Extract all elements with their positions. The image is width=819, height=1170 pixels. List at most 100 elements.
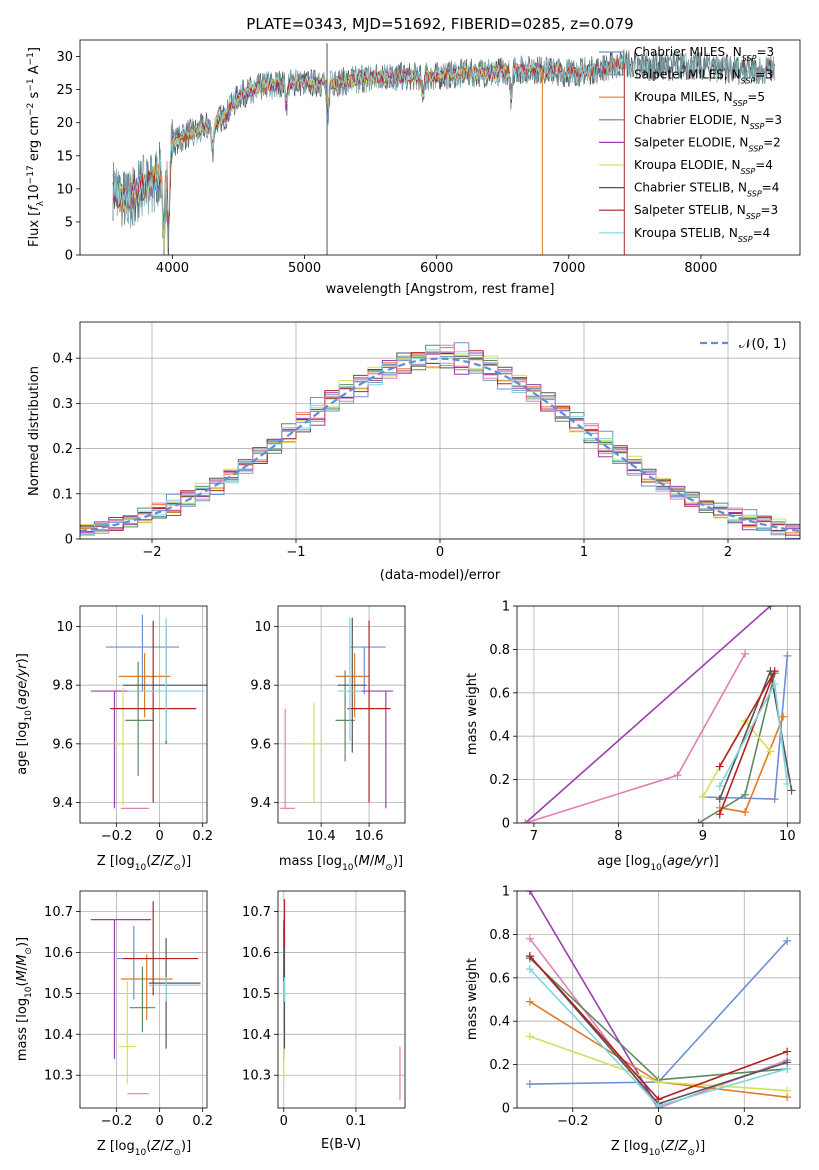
- weight-vs-Z-xtick-label: 0.2: [734, 1114, 755, 1129]
- spectrum-xtick-label: 7000: [552, 261, 585, 276]
- weight-vs-age-ytick-label: 0.4: [489, 730, 510, 745]
- mass-vs-Z-xlabel: Z [log10(Z/Z⊙)]: [97, 1139, 191, 1158]
- errorbar-point: [280, 708, 295, 809]
- weight-vs-Z-ytick-label: 1: [502, 885, 510, 900]
- weight-vs-age-xtick-label: 7: [530, 829, 538, 844]
- age-vs-mass-ytick-label: 9.8: [250, 679, 271, 694]
- mass-vs-Z-frame: [79, 890, 208, 1109]
- residuals-ytick-label: 0.3: [52, 397, 73, 412]
- mass-vs-ebv-ytick-label: 10.3: [242, 1069, 271, 1084]
- residuals-xtick-label: −1: [286, 545, 305, 560]
- spectrum-ytick-label: 20: [56, 116, 73, 131]
- spectrum-title: PLATE=0343, MJD=51692, FIBERID=0285, z=0…: [246, 15, 633, 33]
- legend-entry: Chabrier MILES, NSSP=3: [634, 45, 774, 63]
- weight-marker: [525, 1032, 534, 1041]
- weight-marker: [715, 782, 724, 791]
- weight-marker: [770, 667, 779, 676]
- legend-entry: Kroupa MILES, NSSP=5: [634, 90, 765, 108]
- errorbar-point: [120, 954, 173, 1020]
- spectrum-series-line: [112, 57, 624, 240]
- weight-marker: [694, 819, 703, 823]
- weight-marker: [766, 606, 775, 610]
- age-vs-mass-ytick-label: 9.6: [250, 737, 271, 752]
- legend-entry: Kroupa ELODIE, NSSP=4: [634, 158, 773, 176]
- age-vs-Z-xtick-label: 0: [156, 829, 164, 844]
- normal-reference-curve: [80, 357, 800, 533]
- age-vs-mass-xtick-label: 10.6: [355, 829, 384, 844]
- age-vs-Z-ytick-label: 9.4: [52, 796, 73, 811]
- spectrum-ytick-label: 5: [65, 215, 73, 230]
- residual-legend-entry: 𝒩(0, 1): [739, 337, 786, 352]
- mass-vs-Z-ytick-label: 10.3: [44, 1069, 73, 1084]
- errorbar-point: [118, 981, 136, 1084]
- mass-vs-Z-ytick-label: 10.6: [44, 946, 73, 961]
- weight-vs-Z-ytick-label: 0.8: [489, 928, 510, 943]
- mass-vs-Z-axes: −0.2 0 0.2 10.3 10.4 10.5 10.6 10.7: [44, 891, 213, 1129]
- mass-vs-ebv-xlabel: E(B-V): [321, 1137, 361, 1152]
- weight-marker: [770, 795, 779, 804]
- spectrum-ytick-label: 30: [56, 50, 73, 65]
- weight-vs-Z-ytick-label: 0.2: [489, 1058, 510, 1073]
- weight-vs-Z-ytick-label: 0.4: [489, 1015, 510, 1030]
- errorbar-point: [127, 617, 205, 741]
- weight-marker: [654, 1077, 663, 1086]
- legend-entry: Salpeter MILES, NSSP=3: [634, 68, 773, 86]
- spectrum-ytick-label: 10: [56, 182, 73, 197]
- weight-series: [525, 1032, 792, 1095]
- errorbar-point: [299, 702, 329, 803]
- errorbar-point: [125, 661, 154, 777]
- weight-marker: [715, 795, 724, 804]
- spectrum-ytick-label: 0: [65, 249, 73, 264]
- weight-series: [715, 667, 779, 819]
- weight-vs-Z-frame: [516, 890, 801, 1109]
- weight-vs-age-xlabel: age [log10(age/yr)]: [597, 854, 719, 873]
- weight-vs-age-xtick-label: 8: [614, 829, 622, 844]
- age-vs-Z-xlabel: Z [log10(Z/Z⊙)]: [97, 854, 191, 873]
- legend-entry: Salpeter ELODIE, NSSP=2: [634, 135, 781, 153]
- mass-vs-Z-ytick-label: 10.4: [44, 1028, 73, 1043]
- residual-histogram: [80, 344, 800, 534]
- mass-vs-ebv-ytick-label: 10.7: [242, 905, 271, 920]
- weight-marker: [741, 790, 750, 799]
- mass-vs-ebv-ytick-label: 10.5: [242, 987, 271, 1002]
- weight-vs-Z-ytick-label: 0: [502, 1102, 510, 1117]
- age-vs-Z-frame: [79, 605, 208, 824]
- errorbar-point: [90, 919, 152, 1059]
- errorbar-point: [123, 901, 199, 996]
- weight-marker: [673, 771, 682, 780]
- weight-marker: [698, 792, 707, 801]
- errorbar-point: [347, 620, 391, 803]
- residuals-ytick-label: 0: [65, 533, 73, 548]
- weight-marker: [783, 779, 792, 788]
- weight-marker: [525, 891, 534, 895]
- errorbar-point: [337, 617, 367, 753]
- weight-marker: [783, 1064, 792, 1073]
- age-vs-Z-ytick-label: 10: [56, 620, 73, 635]
- age-vs-mass-xtick-label: 10.4: [307, 829, 336, 844]
- age-vs-Z-xtick-label: −0.2: [101, 829, 133, 844]
- weight-vs-age-ytick-label: 1: [502, 600, 510, 615]
- errorbar-point: [105, 614, 180, 692]
- weight-vs-Z-xlabel: Z [log10(Z/Z⊙)]: [611, 1139, 705, 1158]
- spectrum-xlabel: wavelength [Angstrom, rest frame]: [326, 282, 555, 297]
- weight-marker: [770, 680, 779, 689]
- spectrum-xtick-label: 6000: [420, 261, 453, 276]
- errorbar-point: [337, 617, 362, 741]
- weight-vs-age-xtick-label: 10: [779, 829, 796, 844]
- residuals-xtick-label: 2: [724, 545, 732, 560]
- weight-marker: [525, 1080, 534, 1089]
- mass-vs-ebv-ytick-label: 10.6: [242, 946, 271, 961]
- age-vs-mass-ytick-label: 10: [254, 620, 271, 635]
- weight-marker: [521, 819, 530, 823]
- spectrum-ytick-label: 25: [56, 83, 73, 98]
- errorbar-point: [114, 688, 132, 806]
- mass-vs-ebv-axes: 0 0.1 10.3 10.4 10.5 10.6 10.7: [242, 891, 405, 1129]
- mass-vs-ebv-frame: [277, 890, 406, 1109]
- weight-vs-age-ylabel: mass weight: [465, 673, 480, 755]
- weight-vs-age-frame: [516, 605, 801, 824]
- weight-series: [521, 649, 750, 823]
- weight-vs-age-ytick-label: 0: [502, 817, 510, 832]
- spectrum-xtick-label: 5000: [288, 261, 321, 276]
- spectrum-legend: Chabrier MILES, NSSP=3 Salpeter MILES, NS…: [599, 45, 782, 243]
